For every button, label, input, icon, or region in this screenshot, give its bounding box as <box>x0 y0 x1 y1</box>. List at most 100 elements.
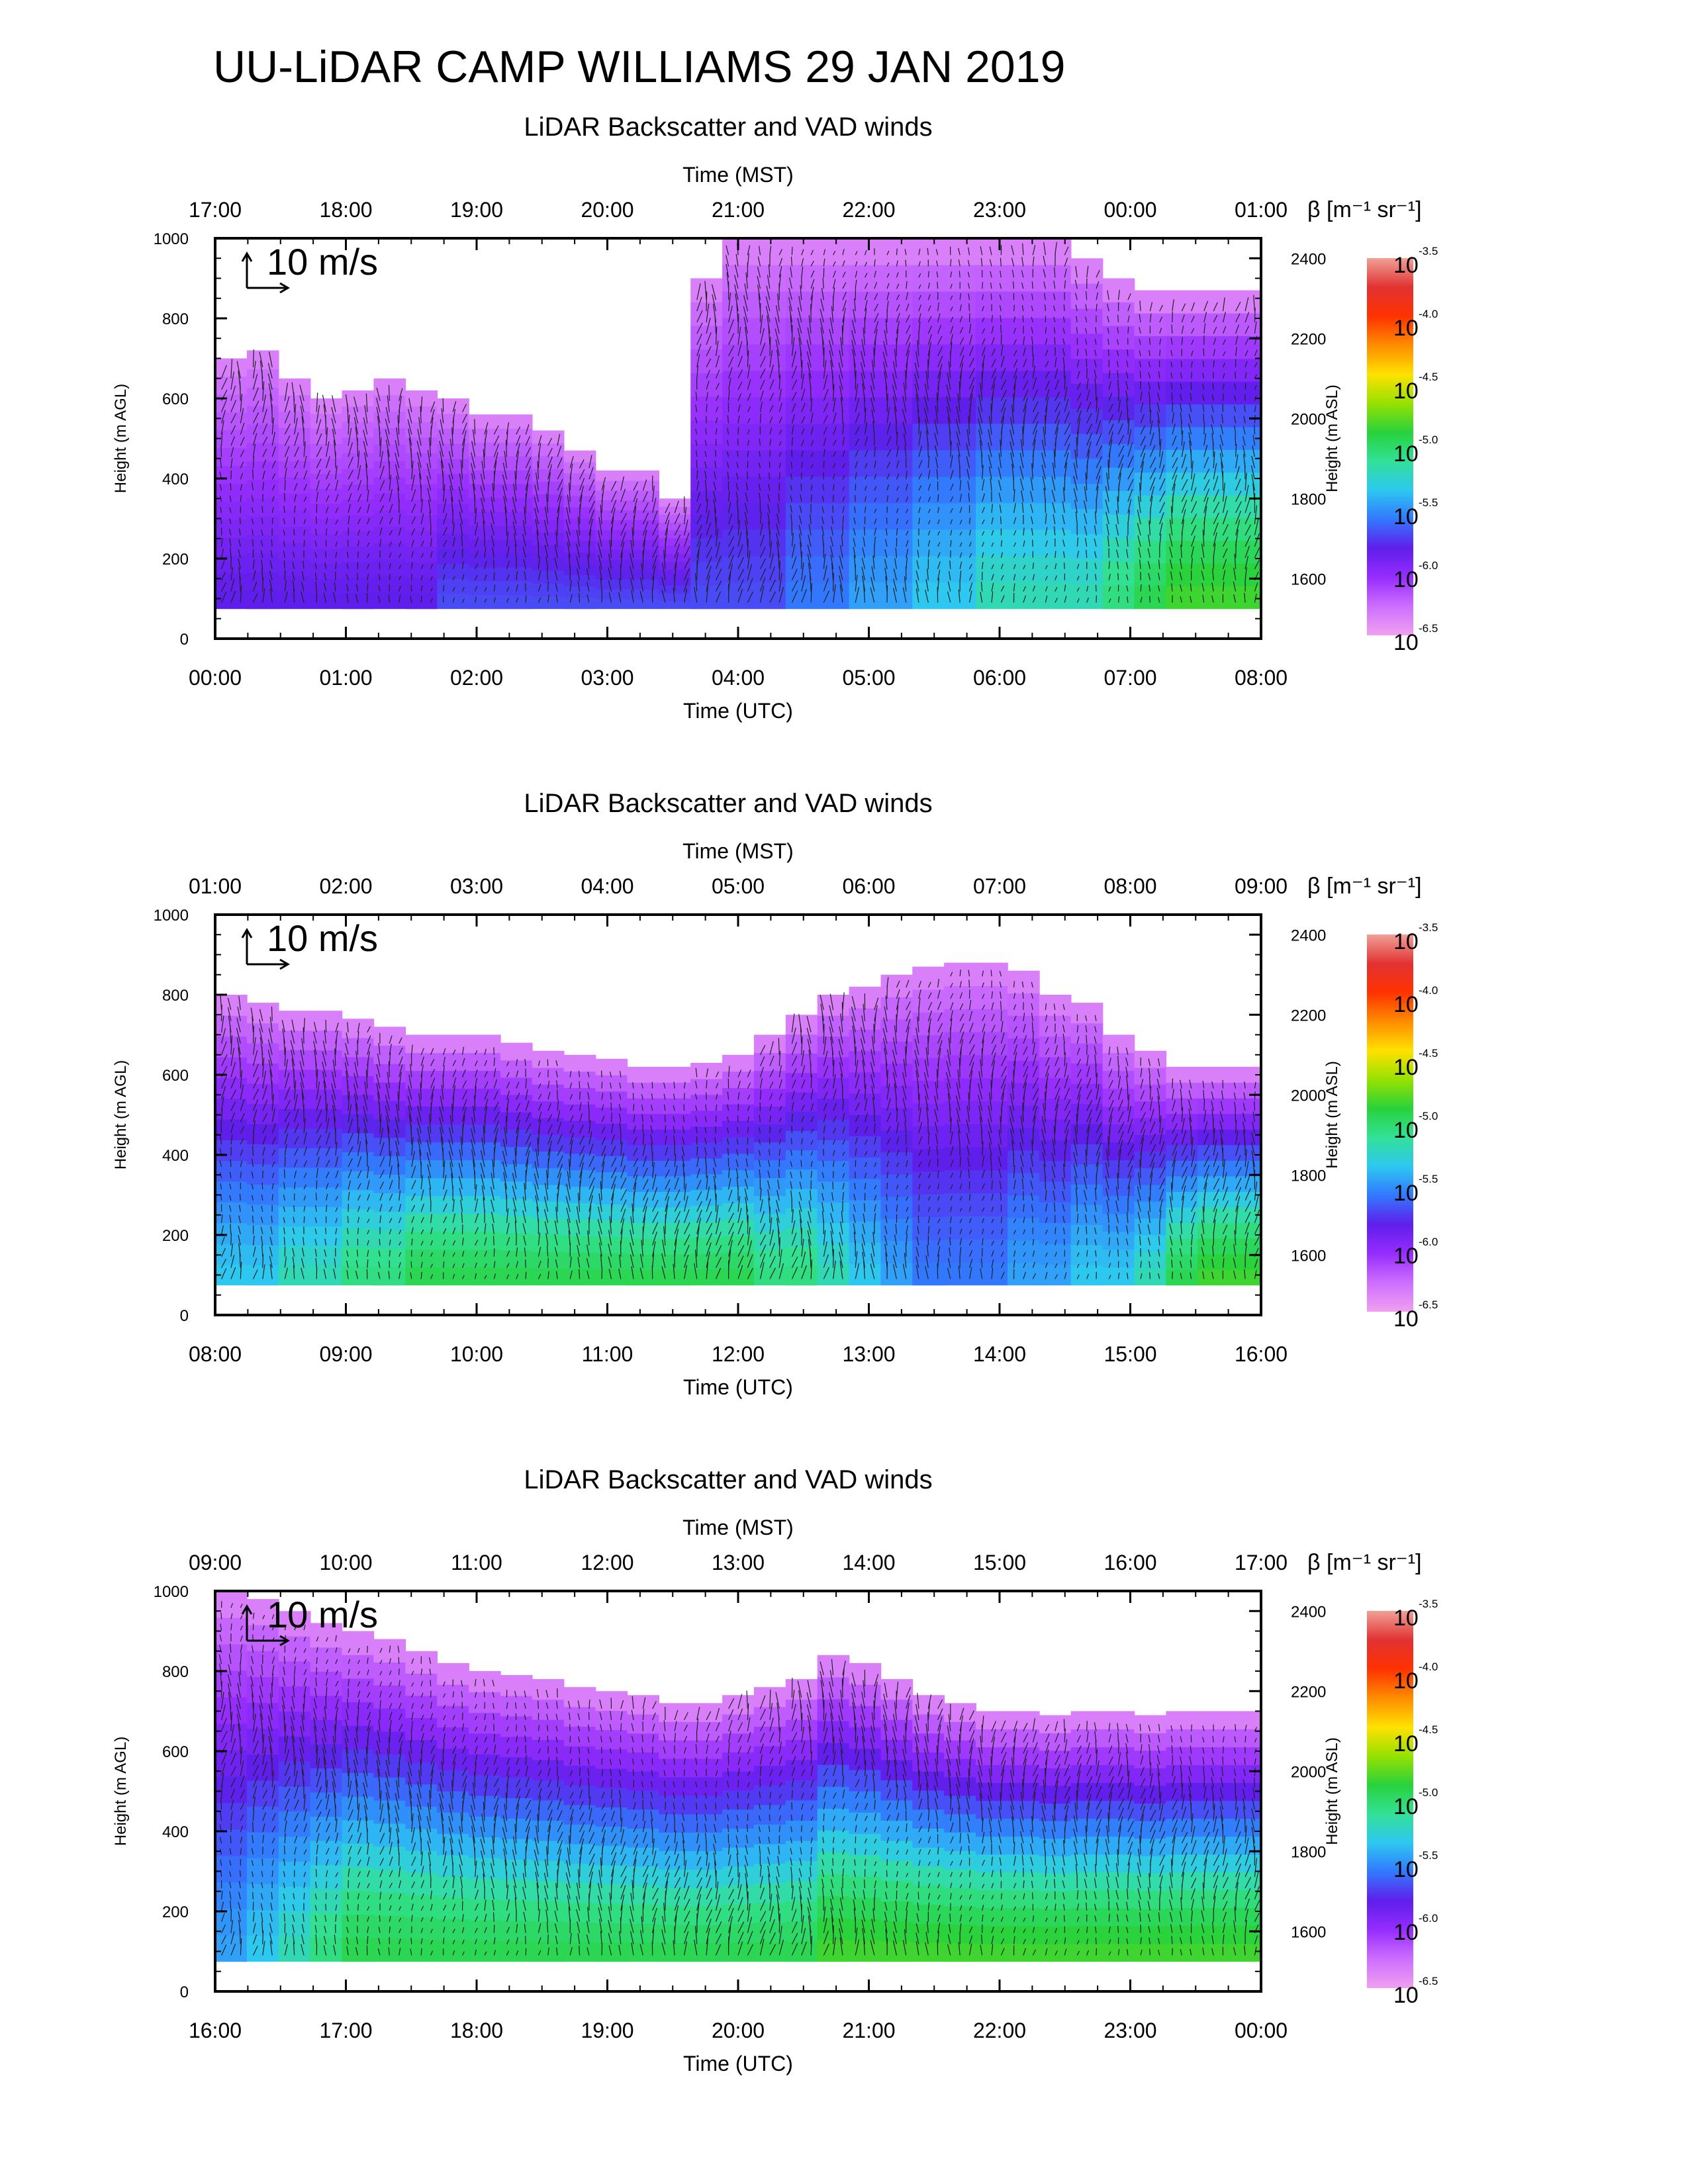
wind-vector <box>967 259 970 267</box>
wind-vector <box>420 553 424 559</box>
backscatter-cell <box>215 590 248 610</box>
wind-vector <box>789 277 792 289</box>
wind-vector <box>886 1171 889 1179</box>
wind-vector <box>959 552 962 558</box>
wind-vector <box>378 1250 381 1257</box>
wind-vector <box>927 455 930 469</box>
wind-vector <box>420 1175 423 1190</box>
wind-vector <box>270 1226 273 1234</box>
wind-vector <box>769 439 772 446</box>
wind-vector <box>502 1150 508 1167</box>
wind-vector <box>493 1261 496 1268</box>
wind-vector <box>853 1232 856 1246</box>
wind-vector <box>303 1206 306 1212</box>
wind-vector <box>269 393 273 412</box>
wind-vector <box>385 418 390 435</box>
wind-vector <box>461 414 467 424</box>
wind-vector <box>303 1160 308 1167</box>
wind-vector <box>728 1231 734 1246</box>
wind-vector <box>1044 293 1046 300</box>
wind-vector <box>238 1234 241 1246</box>
wind-vector <box>831 1192 834 1201</box>
wind-vector <box>874 1204 876 1212</box>
wind-vector <box>230 1076 237 1089</box>
wind-vector <box>399 1037 402 1044</box>
wind-vector <box>728 1249 731 1268</box>
wind-vector <box>706 566 712 580</box>
wind-vector <box>1125 390 1129 401</box>
wind-vector <box>1045 404 1048 424</box>
wind-vector <box>430 1069 436 1077</box>
wind-vector <box>506 422 510 435</box>
wind-vector <box>934 445 939 457</box>
colorbar-tick-base: 10 <box>1393 441 1419 467</box>
wind-vector <box>1000 257 1002 267</box>
wind-vector <box>238 558 241 569</box>
wind-vector <box>1244 349 1248 357</box>
wind-vector <box>706 345 712 357</box>
backscatter-cell <box>849 238 882 265</box>
wind-vector <box>1202 394 1205 401</box>
wind-vector <box>618 1268 622 1279</box>
wind-vector <box>769 1056 774 1066</box>
wind-vector <box>665 1147 669 1156</box>
wind-vector <box>472 429 476 446</box>
wind-vector <box>823 402 829 412</box>
wind-vector <box>1045 576 1048 580</box>
wind-vector <box>1181 303 1186 312</box>
wind-vector <box>385 1095 390 1111</box>
wind-vector <box>326 528 328 535</box>
backscatter-cell <box>849 423 882 451</box>
wind-vector <box>842 992 845 1011</box>
wind-vector <box>1117 496 1119 514</box>
wind-vector <box>918 485 922 491</box>
wind-vector <box>411 1179 416 1190</box>
wind-vector <box>798 338 802 356</box>
wind-vector <box>408 1074 412 1089</box>
wind-vector <box>886 461 891 469</box>
wind-vector <box>791 1056 798 1066</box>
wind-vector <box>506 1061 510 1066</box>
wind-vector <box>706 498 708 514</box>
wind-vector <box>775 339 780 357</box>
wind-vector <box>633 1137 637 1145</box>
wind-vector <box>1051 489 1056 502</box>
wind-vector <box>959 520 962 525</box>
wind-vector <box>950 341 953 356</box>
wind-vector <box>252 433 258 446</box>
wind-vector <box>769 566 775 580</box>
wind-vector <box>493 1273 496 1279</box>
wind-vector <box>618 592 622 603</box>
wind-vector <box>271 1215 273 1223</box>
wind-vector <box>1149 477 1156 491</box>
wind-vector <box>726 255 729 267</box>
wind-vector <box>443 1048 446 1055</box>
backscatter-cell <box>1070 583 1103 610</box>
wind-vector <box>569 1071 572 1077</box>
wind-vector <box>959 293 961 300</box>
wind-vector <box>367 1194 370 1201</box>
wind-vector <box>354 1062 359 1077</box>
wind-vector <box>706 1251 710 1268</box>
wind-vector <box>674 1210 681 1224</box>
wind-vector <box>408 428 412 446</box>
wind-vector <box>758 1150 761 1156</box>
wind-vector <box>823 460 825 469</box>
wind-vector <box>269 1255 273 1268</box>
wind-vector <box>1032 245 1036 255</box>
wind-vector <box>316 480 320 491</box>
wind-vector <box>283 529 285 536</box>
wind-vector <box>411 1216 414 1224</box>
wind-vector <box>493 1091 498 1100</box>
wind-vector <box>696 1157 699 1167</box>
wind-vector <box>885 1252 888 1268</box>
wind-vector <box>884 567 888 580</box>
wind-vector <box>737 1069 742 1077</box>
wind-vector <box>395 1116 400 1134</box>
wind-vector <box>769 379 774 390</box>
wind-vector <box>790 1190 792 1201</box>
wind-vector <box>1031 305 1033 312</box>
wind-vector <box>801 1116 804 1122</box>
wind-vector <box>665 1188 671 1201</box>
wind-vector <box>262 1136 267 1145</box>
